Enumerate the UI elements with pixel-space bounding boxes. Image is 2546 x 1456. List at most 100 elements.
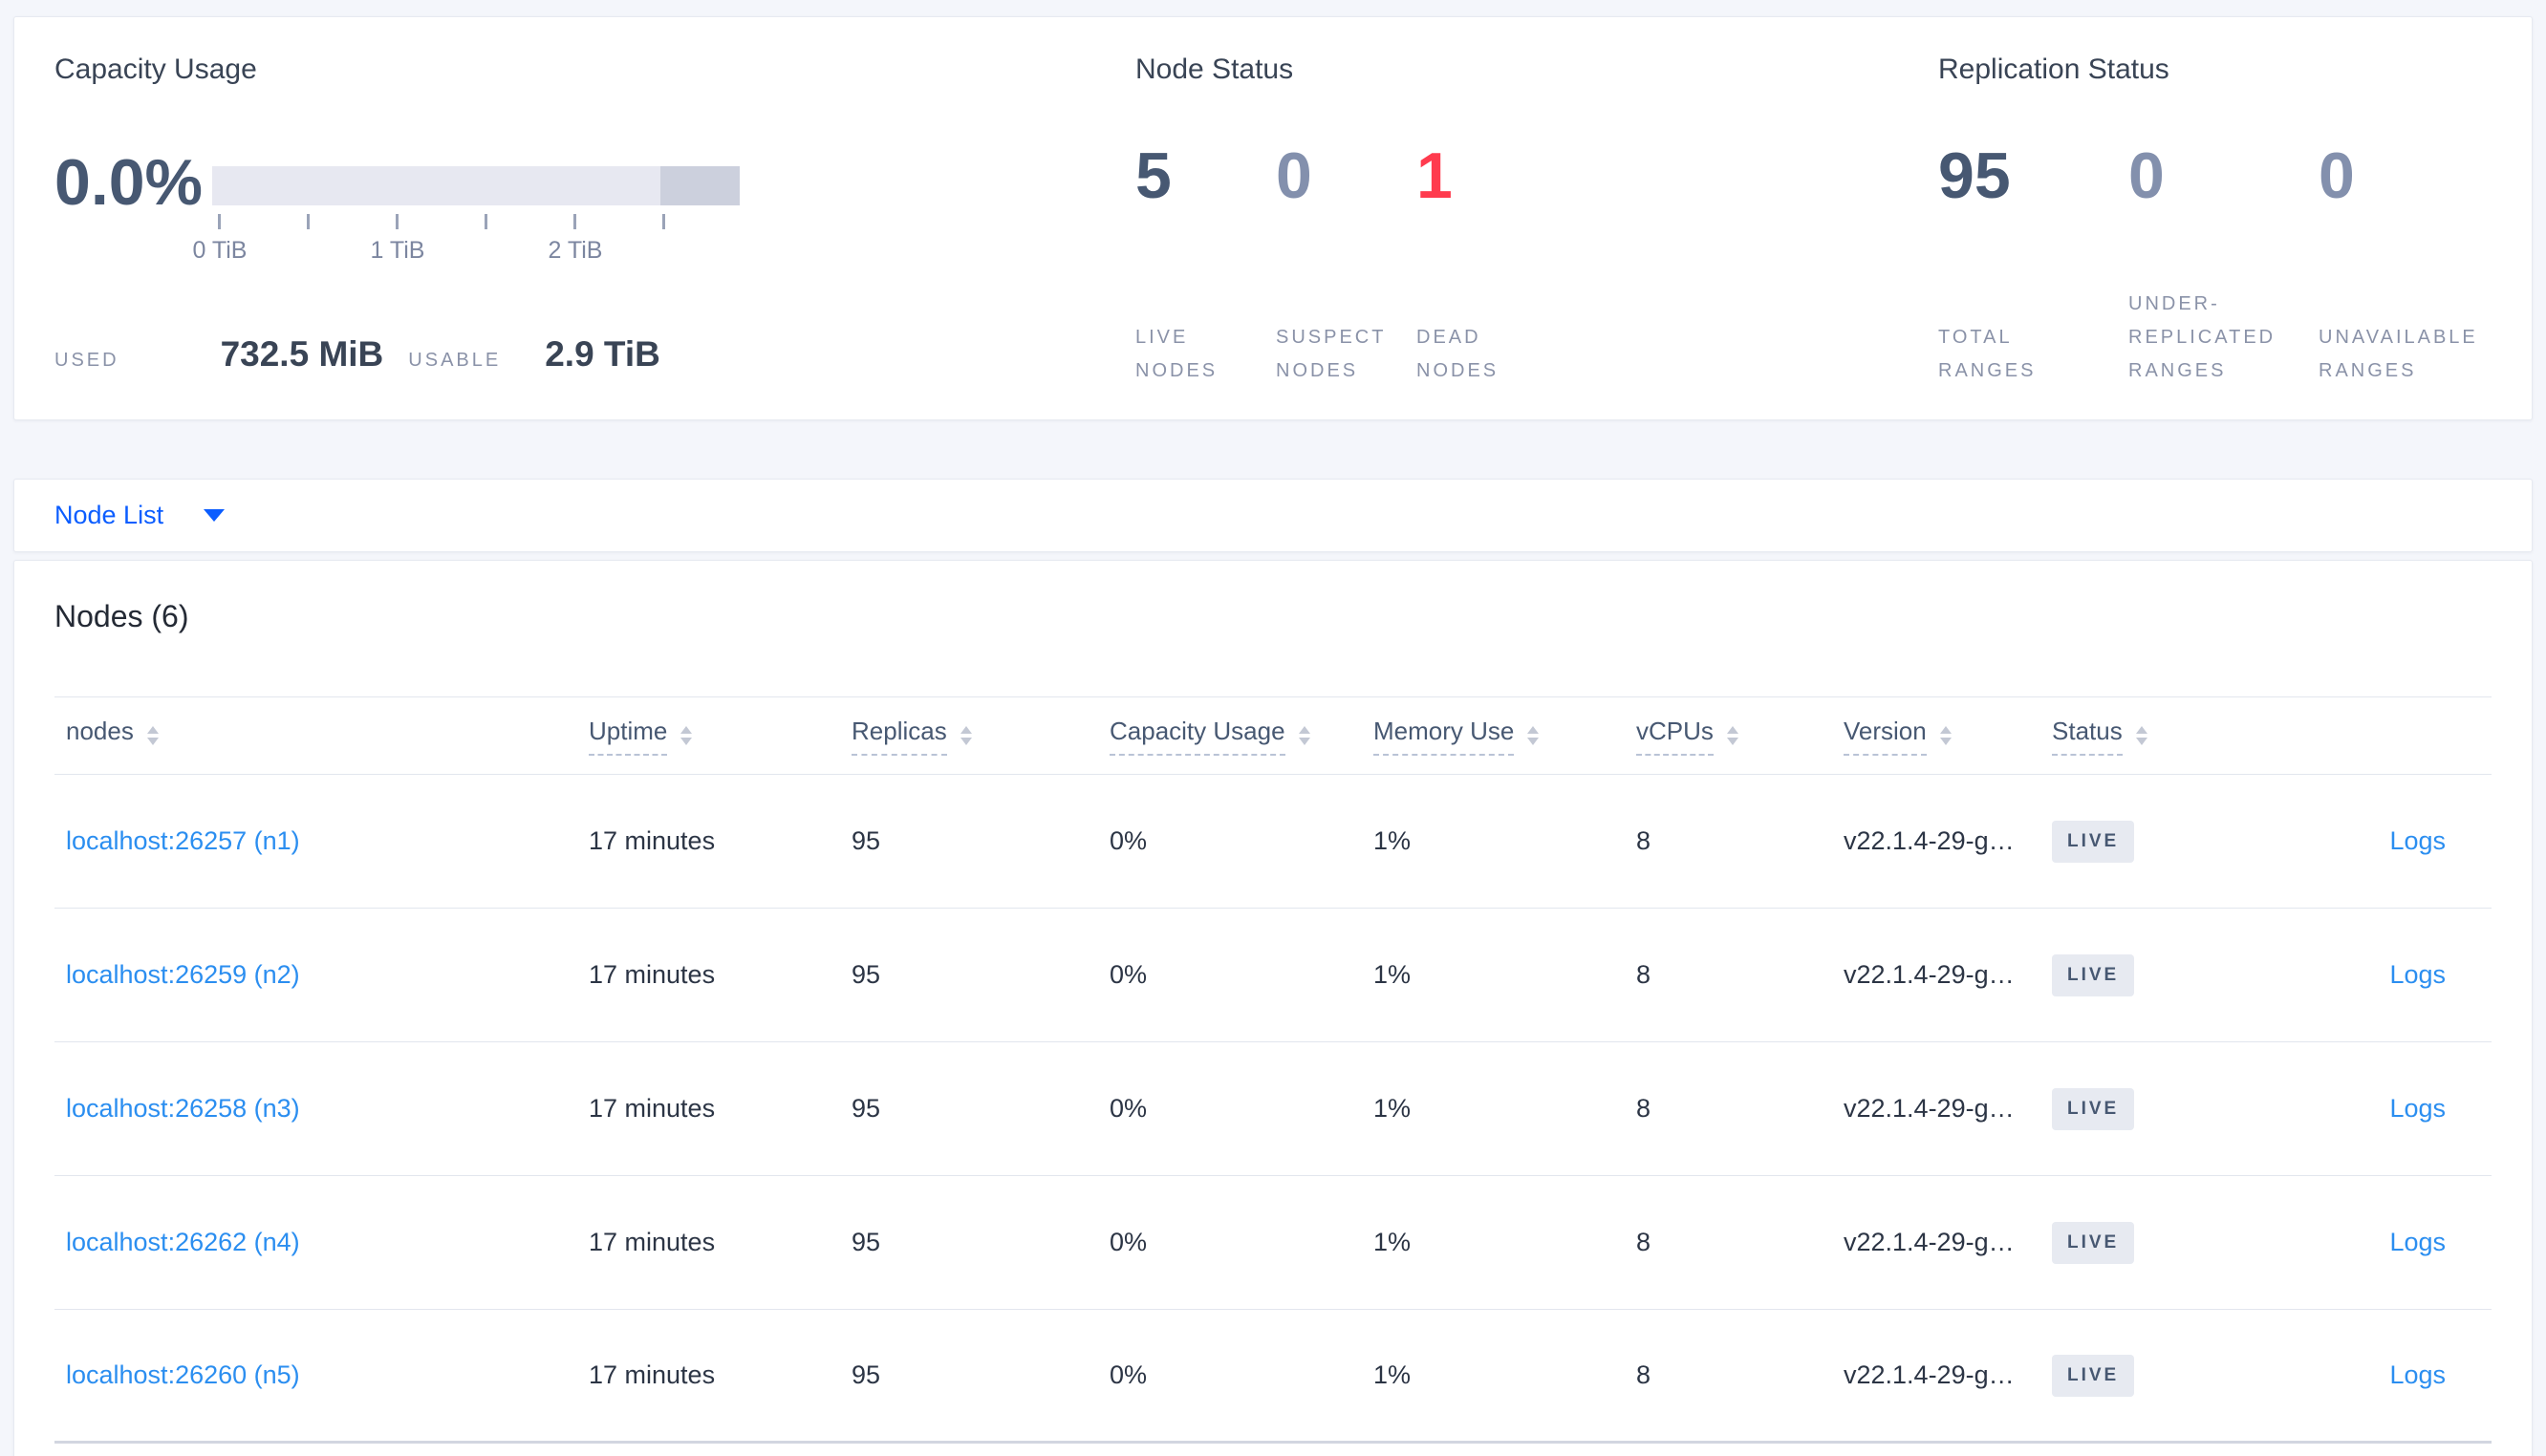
node-link[interactable]: localhost:26260 (n5) — [66, 1360, 300, 1389]
node-list-dropdown[interactable]: Node List — [54, 501, 226, 530]
axis-tick — [485, 214, 487, 229]
replication-status-title: Replication Status — [1938, 54, 2169, 85]
sort-icon — [680, 726, 693, 745]
dead-nodes-stat: 1 DEAD NODES — [1416, 132, 1557, 388]
node-link[interactable]: localhost:26259 (n2) — [66, 960, 300, 989]
live-nodes-stat: 5 LIVE NODES — [1135, 132, 1276, 388]
node-link[interactable]: localhost:26262 (n4) — [66, 1228, 300, 1256]
logs-link[interactable]: Logs — [2389, 960, 2446, 989]
column-header-memory-use[interactable]: Memory Use — [1370, 717, 1632, 756]
dead-nodes-label: DEAD NODES — [1416, 327, 1500, 381]
node-status-section: Node Status 5 LIVE NODES 0 SUSPECT NODES… — [1135, 17, 1766, 419]
column-header-uptime[interactable]: Uptime — [585, 717, 848, 756]
axis-tick-label: 1 TiB — [370, 237, 425, 264]
node-status-title: Node Status — [1135, 54, 1294, 85]
uptime-cell: 17 minutes — [589, 1094, 716, 1123]
live-nodes-value: 5 — [1135, 139, 1172, 212]
total-ranges-stat: 95 TOTAL RANGES — [1938, 132, 2128, 388]
sort-icon — [2135, 726, 2147, 745]
node-list-dropdown-label: Node List — [54, 501, 164, 529]
capacity-used-usable-row: USED 732.5 MiB USABLE 2.9 TiB — [54, 334, 660, 375]
memory-use-cell: 1% — [1373, 1094, 1412, 1123]
live-nodes-label: LIVE NODES — [1135, 327, 1219, 381]
column-header-capacity-usage[interactable]: Capacity Usage — [1106, 717, 1370, 756]
unavailable-ranges-label: UNAVAILABLE RANGES — [2319, 327, 2478, 381]
logs-link[interactable]: Logs — [2389, 826, 2446, 855]
node-status-stats: 5 LIVE NODES 0 SUSPECT NODES 1 DEAD NODE… — [1135, 132, 1557, 388]
column-header-nodes[interactable]: nodes — [54, 717, 585, 756]
capacity-bar — [212, 166, 740, 205]
version-cell: v22.1.4-29-g… — [1844, 826, 2015, 855]
capacity-bar-wrap: 0 TiB 1 TiB 2 TiB — [193, 166, 740, 281]
usable-value: 2.9 TiB — [545, 334, 660, 374]
nodes-title-wrap: Nodes (6) — [54, 561, 2492, 697]
logs-link[interactable]: Logs — [2389, 1094, 2446, 1123]
status-badge: LIVE — [2052, 1087, 2135, 1130]
under-replicated-ranges-value: 0 — [2128, 139, 2165, 212]
unavailable-ranges-stat: 0 UNAVAILABLE RANGES — [2319, 132, 2509, 388]
capacity-usage-cell: 0% — [1110, 1094, 1148, 1123]
column-header-version[interactable]: Version — [1840, 717, 2048, 756]
version-cell: v22.1.4-29-g… — [1844, 1228, 2015, 1256]
node-row: localhost:26257 (n1) 17 minutes 95 0% 1%… — [54, 775, 2492, 909]
capacity-bar-usable-segment — [212, 166, 661, 205]
uptime-cell: 17 minutes — [589, 1360, 716, 1389]
logs-link[interactable]: Logs — [2389, 1360, 2446, 1389]
axis-tick — [573, 214, 576, 229]
column-header-logs — [2287, 731, 2493, 740]
replicas-cell: 95 — [852, 1228, 881, 1256]
vcpus-cell: 8 — [1636, 826, 1651, 855]
node-row: localhost:26262 (n4) 17 minutes 95 0% 1%… — [54, 1176, 2492, 1310]
capacity-usage-title: Capacity Usage — [54, 54, 257, 85]
sort-icon — [1527, 726, 1540, 745]
logs-link[interactable]: Logs — [2389, 1228, 2446, 1256]
under-replicated-ranges-stat: 0 UNDER- REPLICATED RANGES — [2128, 132, 2319, 388]
axis-tick-label: 2 TiB — [548, 237, 603, 264]
node-row: localhost:26258 (n3) 17 minutes 95 0% 1%… — [54, 1042, 2492, 1176]
vcpus-cell: 8 — [1636, 1360, 1651, 1389]
nodes-card: Nodes (6) nodes Uptime Replicas Capacity… — [13, 560, 2533, 1456]
axis-tick-label: 0 TiB — [192, 237, 248, 264]
used-label: USED — [54, 350, 119, 371]
node-link[interactable]: localhost:26258 (n3) — [66, 1094, 300, 1123]
nodes-table-title: Nodes (6) — [54, 599, 189, 633]
axis-tick — [307, 214, 310, 229]
usable-label: USABLE — [408, 350, 502, 371]
status-badge: LIVE — [2052, 1354, 2135, 1397]
capacity-usage-section: Capacity Usage 0.0% 0 TiB 1 TiB 2 TiB US… — [54, 17, 1087, 419]
axis-tick — [662, 214, 665, 229]
node-row: localhost:26260 (n5) 17 minutes 95 0% 1%… — [54, 1310, 2492, 1444]
suspect-nodes-label: SUSPECT NODES — [1276, 327, 1387, 381]
column-header-status[interactable]: Status — [2048, 717, 2287, 756]
total-ranges-value: 95 — [1938, 139, 2011, 212]
memory-use-cell: 1% — [1373, 826, 1412, 855]
capacity-usage-cell: 0% — [1110, 1360, 1148, 1389]
version-cell: v22.1.4-29-g… — [1844, 960, 2015, 989]
status-badge: LIVE — [2052, 953, 2135, 996]
total-ranges-label: TOTAL RANGES — [1938, 327, 2037, 381]
column-header-vcpus[interactable]: vCPUs — [1632, 717, 1840, 756]
capacity-usage-cell: 0% — [1110, 826, 1148, 855]
uptime-cell: 17 minutes — [589, 1228, 716, 1256]
cluster-summary-card: Capacity Usage 0.0% 0 TiB 1 TiB 2 TiB US… — [13, 16, 2533, 420]
memory-use-cell: 1% — [1373, 1360, 1412, 1389]
version-cell: v22.1.4-29-g… — [1844, 1094, 2015, 1123]
sort-icon — [1298, 726, 1310, 745]
replication-status-section: Replication Status 95 TOTAL RANGES 0 UND… — [1938, 17, 2512, 419]
nodes-table-header: nodes Uptime Replicas Capacity Usage Mem… — [54, 697, 2492, 775]
capacity-usage-cell: 0% — [1110, 1228, 1148, 1256]
vcpus-cell: 8 — [1636, 1094, 1651, 1123]
unavailable-ranges-value: 0 — [2319, 139, 2355, 212]
node-row: localhost:26259 (n2) 17 minutes 95 0% 1%… — [54, 909, 2492, 1042]
sort-icon — [1726, 726, 1738, 745]
under-replicated-ranges-label: UNDER- REPLICATED RANGES — [2128, 293, 2276, 381]
used-value: 732.5 MiB — [220, 334, 384, 374]
caret-down-icon — [204, 509, 226, 522]
node-link[interactable]: localhost:26257 (n1) — [66, 826, 300, 855]
status-badge: LIVE — [2052, 1221, 2135, 1264]
capacity-bar-other-segment — [660, 166, 740, 205]
axis-tick — [218, 214, 221, 229]
replicas-cell: 95 — [852, 826, 881, 855]
column-header-replicas[interactable]: Replicas — [848, 717, 1106, 756]
suspect-nodes-stat: 0 SUSPECT NODES — [1276, 132, 1416, 388]
